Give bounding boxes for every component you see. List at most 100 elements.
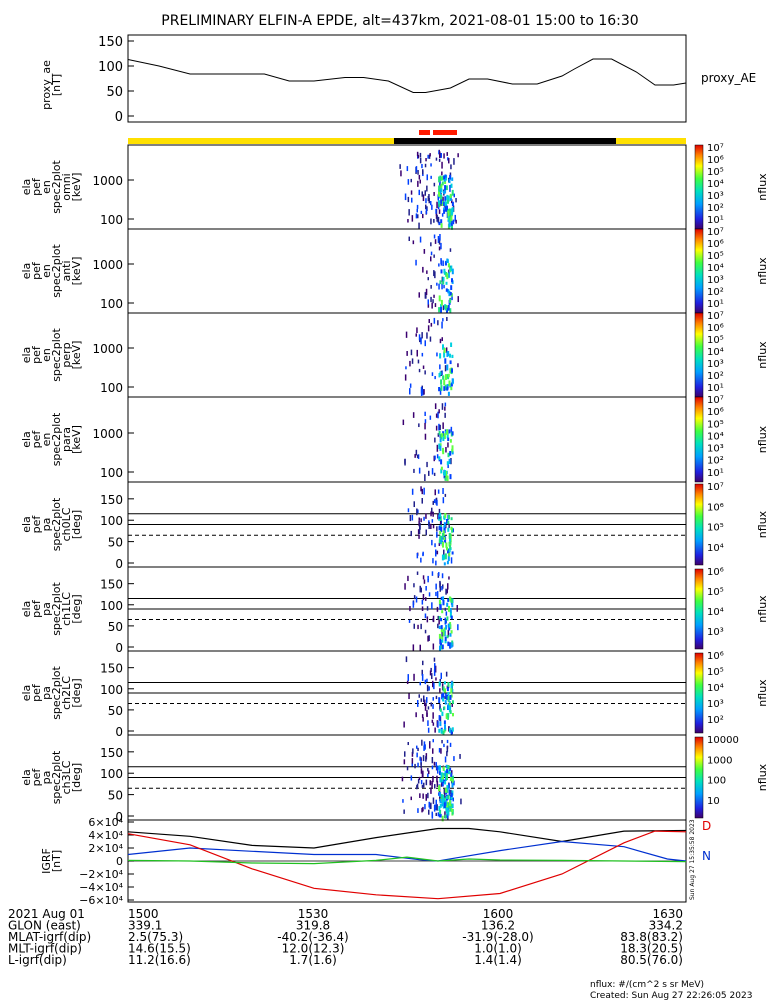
pa_ch0-pixel xyxy=(447,555,450,562)
en_para-pixel xyxy=(435,425,438,431)
pa_ch3-pixel xyxy=(448,800,451,807)
pa_ch0-ylabel-line: pef xyxy=(30,515,43,534)
en_perp-colorbar xyxy=(694,312,704,398)
pa_ch1-pixel xyxy=(415,596,418,603)
pa_ch0-pixel xyxy=(443,515,446,520)
pa_ch3-ytick: 150 xyxy=(100,746,123,760)
table-cell: 1630 xyxy=(652,907,683,921)
table-cell: 334.2 xyxy=(649,919,683,933)
pa_ch3-pixel xyxy=(437,767,439,774)
pa_ch2-pixel xyxy=(423,695,425,703)
pa_ch3-pixel xyxy=(411,758,414,764)
en_anti-pixel xyxy=(438,238,441,245)
en_perp-cbar-tick: 10⁷ xyxy=(707,311,724,322)
pa_ch2-pixel xyxy=(422,660,424,666)
en_para-cbar-tick: 10⁵ xyxy=(707,419,724,430)
pa_ch2-pixel xyxy=(432,680,434,688)
en_para-ylabel-line: ela xyxy=(20,431,33,448)
en_para-ytick: 1000 xyxy=(92,427,123,441)
pa_ch3-pixel xyxy=(443,773,445,777)
en_perp-pixel xyxy=(410,349,413,356)
pa_ch3-pixel xyxy=(406,766,409,771)
en_perp-pixel xyxy=(439,338,442,344)
en_para-pixel xyxy=(443,470,446,476)
en_omni-pixel xyxy=(433,192,435,196)
pa_ch3-pixel xyxy=(444,781,447,785)
en_perp-pixel xyxy=(438,387,441,392)
pa_ch1-pixel xyxy=(436,606,439,612)
en_perp-pixel xyxy=(422,389,424,396)
en_omni-pixel xyxy=(439,186,442,191)
pa_ch0-pixel xyxy=(437,489,440,494)
pa_ch0-pixel xyxy=(417,509,419,514)
en_anti-pixel xyxy=(436,282,438,286)
en_omni-pixel xyxy=(451,208,454,214)
pa_ch1-speckle xyxy=(404,571,459,652)
pa_ch2-ylabel-line: ch2LC xyxy=(60,676,73,710)
pa_ch1-pixel xyxy=(444,636,447,641)
en_para-ylabel-line: [keV] xyxy=(70,425,83,454)
en_anti-pixel xyxy=(430,285,432,289)
pa_ch1-cbar-tick: 10³ xyxy=(707,627,724,638)
pa_ch0-ylabel-line: [deg] xyxy=(70,510,83,539)
en_omni-pixel xyxy=(417,214,419,219)
en_omni-pixel xyxy=(425,207,428,215)
table-cell: 136.2 xyxy=(481,919,515,933)
table-cell: 339.1 xyxy=(128,919,162,933)
pa_ch1-pixel xyxy=(441,610,444,614)
pa_ch1-cbar-label: nflux xyxy=(756,595,769,623)
en_para-cbar-tick: 10⁶ xyxy=(707,407,724,418)
pa_ch2-pixel xyxy=(426,710,428,717)
en_omni-pixel xyxy=(440,183,443,188)
pa_ch0-pixel xyxy=(448,548,451,553)
pa_ch2-ylabel-line: pa xyxy=(40,686,53,700)
en_perp-ylabel-line: spec2plot xyxy=(50,328,63,382)
pa_ch1-pixel xyxy=(436,591,439,598)
pa_ch3-pixel xyxy=(421,784,424,788)
pa_ch1-pixel xyxy=(419,644,421,651)
pa_ch3-ylabel-line: pa xyxy=(40,771,53,785)
pa_ch3-pixel xyxy=(439,777,442,783)
pa_ch3-pixel xyxy=(411,751,414,757)
pa_ch0-pixel xyxy=(445,542,448,548)
pa_ch2-pixel xyxy=(432,704,434,709)
pa_ch2-pixel xyxy=(450,694,453,698)
en_anti-pixel xyxy=(440,269,443,274)
pa_ch3-ytick: 0 xyxy=(115,810,123,824)
pa_ch1-pixel xyxy=(448,576,450,580)
en_perp-ylabel-line: perp xyxy=(60,342,73,367)
en_anti-ylabel-line: pef xyxy=(30,261,43,280)
pa_ch1-pixel xyxy=(420,587,422,593)
en_para-pixel xyxy=(443,474,445,479)
pa_ch1-pixel xyxy=(409,606,411,612)
en_omni-pixel xyxy=(451,201,454,207)
pa_ch3-pixel xyxy=(451,778,454,783)
en_omni-pixel xyxy=(451,177,454,181)
en_perp-pixel xyxy=(446,317,448,321)
en_perp-pixel xyxy=(443,348,446,354)
en_omni-pixel xyxy=(418,174,421,180)
pa_ch2-pixel xyxy=(406,680,409,685)
en_omni-pixel xyxy=(447,195,450,202)
pa_ch2-pixel xyxy=(439,703,441,710)
en_para-pixel xyxy=(440,459,443,465)
en_para-speckle xyxy=(402,402,454,482)
en_anti-pixel xyxy=(415,259,417,266)
en_para-pixel xyxy=(440,434,443,440)
en_perp-pixel xyxy=(405,331,408,338)
pa_ch2-ytick: 100 xyxy=(100,683,123,697)
pa_ch3-pixel xyxy=(430,802,432,809)
pa_ch0-pixel xyxy=(443,537,446,541)
en_perp-pixel xyxy=(421,352,424,357)
pa_ch1-pixel xyxy=(447,583,449,590)
en_anti-pixel xyxy=(445,288,448,292)
igrf-ytick: 6×10⁴ xyxy=(88,816,123,829)
pa_ch2-pixel xyxy=(417,700,419,707)
proxy-ae-series-label: proxy_AE xyxy=(701,71,756,85)
pa_ch2-pixel xyxy=(447,704,450,710)
en_omni-pixel xyxy=(435,208,437,214)
pa_ch2-pixel xyxy=(429,670,432,676)
en_para-pixel xyxy=(440,466,443,471)
igrf-ylabel: IGRF[nT] xyxy=(40,848,63,874)
pa_ch0-cbar-tick: 10⁴ xyxy=(707,543,724,554)
